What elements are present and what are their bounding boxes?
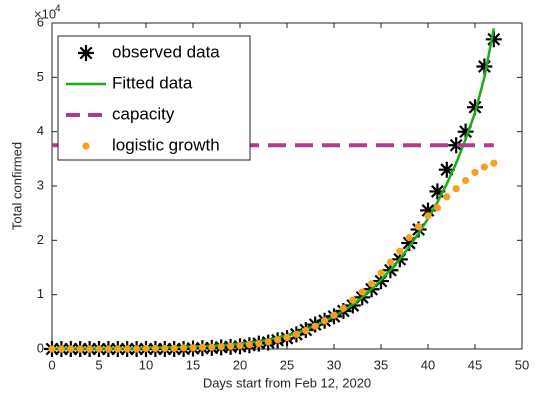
logistic-marker [480,163,488,171]
x-tick-label: 25 [280,357,294,372]
logistic-marker [57,345,65,353]
x-tick-label: 35 [374,357,388,372]
y-tick-label: 1 [37,286,44,301]
logistic-marker [198,343,206,351]
logistic-marker [358,288,366,296]
logistic-marker [415,223,423,231]
legend-label: Fitted data [112,73,193,92]
observed-marker [401,235,418,252]
observed-marker [467,99,483,116]
x-tick-label: 30 [327,357,341,372]
logistic-marker [104,345,112,353]
y-scale-exponent: 4 [55,4,61,15]
legend-marker [82,142,90,150]
logistic-marker [208,343,216,351]
logistic-marker [123,345,131,353]
logistic-marker [433,204,441,212]
y-tick-label: 0 [37,340,44,355]
observed-marker [476,58,493,75]
observed-marker [438,161,455,178]
logistic-marker [180,344,188,352]
logistic-marker [452,185,460,193]
logistic-marker [424,212,432,220]
logistic-marker [471,168,479,177]
logistic-marker [217,343,225,351]
x-axis-label: Days start from Feb 12, 2020 [203,375,371,390]
logistic-marker [142,344,150,353]
y-tick-label: 5 [37,69,44,84]
y-scale-label: ×10 [34,6,56,21]
y-tick-label: 6 [37,14,44,29]
logistic-marker [48,345,56,353]
logistic-marker [377,269,385,277]
logistic-marker [330,311,338,319]
legend-marker [78,45,94,61]
logistic-marker [302,326,310,335]
observed-marker [420,202,436,219]
logistic-marker [133,345,141,353]
logistic-marker [161,344,169,353]
logistic-marker [339,304,347,312]
logistic-marker [405,234,413,242]
logistic-marker [245,341,253,349]
observed-marker [485,31,502,48]
observed-marker [457,123,474,140]
x-tick-label: 20 [233,357,247,372]
y-tick-label: 4 [37,123,44,138]
logistic-marker [368,280,376,288]
observed-marker [448,137,465,154]
logistic-marker [292,330,300,338]
legend-label: logistic growth [112,135,220,154]
logistic-marker [151,344,159,353]
logistic-marker [189,344,197,352]
logistic-marker [236,342,244,350]
x-tick-label: 45 [468,357,482,372]
observed-marker [429,183,446,200]
logistic-marker [264,338,272,346]
logistic-marker [311,322,319,330]
y-tick-label: 3 [37,177,44,192]
logistic-marker [349,296,357,304]
y-tick-label: 2 [37,232,44,247]
legend-label: observed data [112,42,220,61]
logistic-marker [386,258,394,266]
logistic-marker [396,247,404,255]
x-tick-label: 0 [48,357,55,372]
logistic-marker [95,345,103,353]
logistic-marker [255,339,263,348]
legend: observed data Fitted data capacity logistic… [57,35,251,161]
logistic-marker [443,193,451,201]
logistic-marker [283,333,291,342]
logistic-marker [67,345,75,353]
logistic-marker [321,317,329,325]
legend-label: capacity [112,104,175,123]
logistic-marker [114,345,122,353]
x-tick-label: 15 [186,357,200,372]
logistic-marker [274,336,282,344]
logistic-marker [86,345,94,353]
logistic-marker [462,176,470,185]
x-tick-label: 10 [139,357,153,372]
logistic-marker [490,159,498,167]
logistic-marker [76,345,84,353]
logistic-marker [227,342,235,350]
x-tick-label: 5 [95,357,102,372]
y-axis-label: Total confirmed [9,142,24,230]
x-tick-label: 50 [515,357,529,372]
x-tick-label: 40 [421,357,435,372]
logistic-marker [170,344,178,353]
